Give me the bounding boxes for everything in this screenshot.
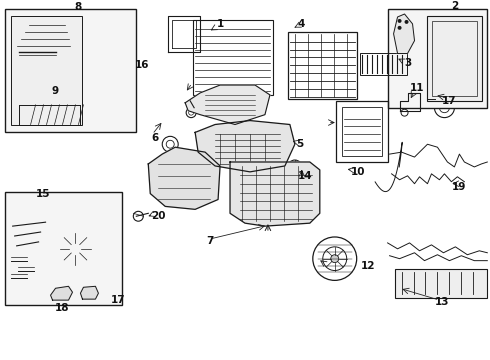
Text: 20: 20 bbox=[151, 211, 166, 221]
Polygon shape bbox=[80, 286, 98, 299]
Circle shape bbox=[405, 20, 409, 24]
Text: 7: 7 bbox=[206, 236, 214, 246]
Text: 18: 18 bbox=[55, 303, 70, 313]
Text: 2: 2 bbox=[451, 1, 458, 11]
Text: 11: 11 bbox=[410, 83, 425, 93]
Bar bbox=[427, 16, 482, 101]
Bar bbox=[433, 21, 477, 96]
Text: 17: 17 bbox=[111, 295, 125, 305]
Bar bbox=[394, 269, 488, 298]
Circle shape bbox=[397, 19, 401, 23]
Polygon shape bbox=[185, 85, 270, 125]
Bar bbox=[193, 20, 273, 95]
Text: 12: 12 bbox=[361, 261, 375, 271]
Text: 15: 15 bbox=[35, 189, 50, 199]
Bar bbox=[5, 192, 122, 305]
Bar bbox=[11, 16, 82, 125]
Text: 6: 6 bbox=[151, 133, 159, 143]
Text: 17: 17 bbox=[442, 96, 457, 106]
Bar bbox=[360, 54, 407, 75]
Circle shape bbox=[397, 26, 401, 30]
Text: 3: 3 bbox=[404, 58, 411, 68]
Text: 13: 13 bbox=[435, 297, 450, 307]
Polygon shape bbox=[230, 162, 320, 226]
Text: 10: 10 bbox=[350, 167, 365, 177]
Text: 16: 16 bbox=[135, 60, 149, 70]
Bar bbox=[336, 101, 388, 162]
Text: 5: 5 bbox=[296, 139, 303, 149]
Polygon shape bbox=[148, 147, 220, 210]
Polygon shape bbox=[393, 14, 415, 54]
Text: 1: 1 bbox=[217, 19, 224, 29]
Text: 19: 19 bbox=[452, 182, 466, 192]
Polygon shape bbox=[50, 286, 73, 300]
Bar bbox=[388, 9, 488, 108]
Bar bbox=[342, 107, 382, 156]
Bar bbox=[288, 32, 357, 99]
Text: 8: 8 bbox=[75, 2, 82, 12]
Polygon shape bbox=[195, 121, 295, 172]
Text: 4: 4 bbox=[297, 19, 304, 29]
Text: 9: 9 bbox=[52, 86, 59, 96]
Bar bbox=[5, 9, 136, 132]
Circle shape bbox=[331, 255, 339, 263]
Text: 14: 14 bbox=[297, 171, 312, 181]
